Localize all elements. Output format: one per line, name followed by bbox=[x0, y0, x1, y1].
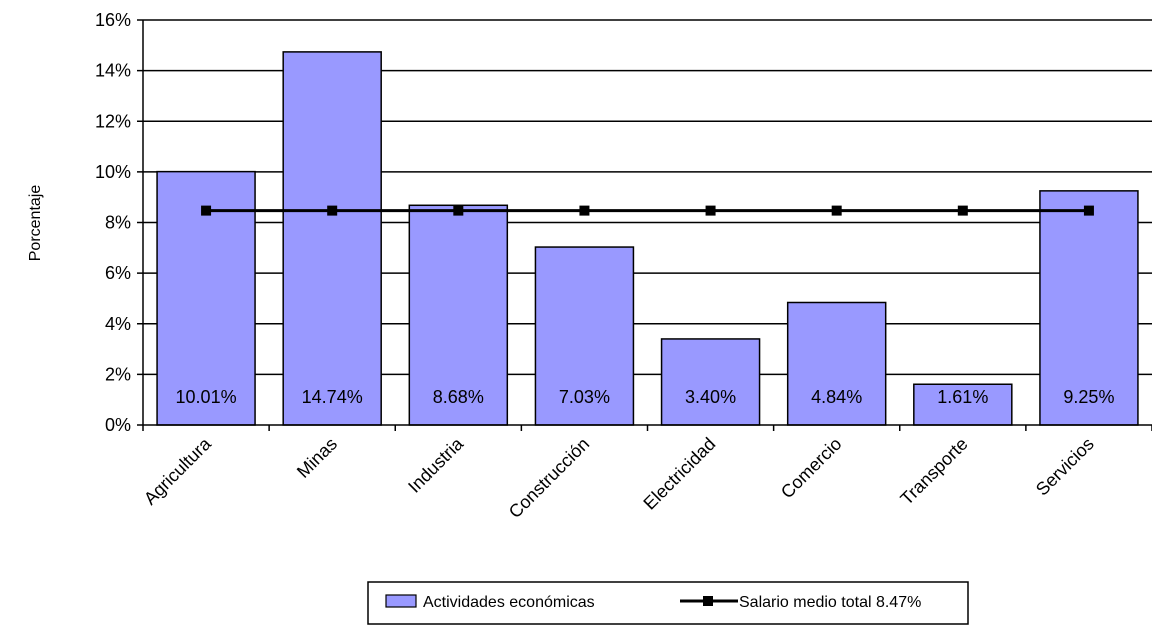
y-tick-label: 16% bbox=[95, 10, 131, 30]
x-tick-label: Transporte bbox=[896, 434, 971, 509]
x-tick-label: Servicios bbox=[1032, 434, 1098, 500]
data-label: 8.68% bbox=[433, 387, 484, 407]
y-tick-label: 14% bbox=[95, 61, 131, 81]
data-label: 4.84% bbox=[811, 387, 862, 407]
salary-line-marker bbox=[957, 205, 968, 216]
x-tick-label: Industria bbox=[404, 433, 468, 497]
y-tick-label: 2% bbox=[105, 364, 131, 384]
x-tick-label: Comercio bbox=[777, 434, 846, 503]
data-label: 3.40% bbox=[685, 387, 736, 407]
bar bbox=[913, 383, 1013, 426]
bar bbox=[786, 301, 887, 426]
y-tick-label: 8% bbox=[105, 213, 131, 233]
salary-line-marker bbox=[327, 205, 338, 216]
y-ticks: 0% 2% 4% 6% 8% 10% 12% 14% 16% bbox=[95, 10, 143, 435]
legend-box bbox=[367, 581, 969, 625]
legend-line-label: Salario medio total 8.47% bbox=[739, 594, 921, 611]
data-label: 9.25% bbox=[1063, 387, 1114, 407]
x-tick-label: Agricultura bbox=[140, 433, 216, 509]
data-label: 14.74% bbox=[302, 387, 363, 407]
salary-line-marker bbox=[579, 205, 590, 216]
legend-bar-label: Actividades económicas bbox=[423, 594, 595, 611]
salary-line-marker bbox=[831, 205, 842, 216]
y-axis-label: Porcentaje bbox=[27, 185, 44, 262]
data-label: 1.61% bbox=[937, 387, 988, 407]
data-label: 7.03% bbox=[559, 387, 610, 407]
bar bbox=[534, 246, 635, 426]
bar bbox=[282, 51, 382, 426]
x-tick-label: Construcción bbox=[505, 434, 593, 522]
bar bbox=[660, 338, 761, 426]
y-tick-label: 12% bbox=[95, 111, 131, 131]
legend-bar-swatch bbox=[385, 594, 417, 608]
bars bbox=[156, 51, 1139, 426]
legend: Actividades económicas Salario medio tot… bbox=[367, 581, 969, 625]
salary-line-marker bbox=[705, 205, 716, 216]
bar bbox=[408, 204, 509, 426]
x-tick-label: Electricidad bbox=[639, 434, 719, 514]
x-ticks: Agricultura Minas Industria Construcción Ele… bbox=[140, 425, 1152, 522]
data-labels: 10.01% 14.74% 8.68% 7.03% 3.40% 4.84% 1.61% 9.2… bbox=[176, 387, 1115, 407]
x-tick-label: Minas bbox=[293, 434, 341, 482]
y-tick-label: 0% bbox=[105, 415, 131, 435]
salary-line bbox=[201, 205, 1094, 216]
legend-line-marker bbox=[703, 596, 713, 606]
data-label: 10.01% bbox=[176, 387, 237, 407]
salary-line-marker bbox=[201, 205, 212, 216]
y-tick-label: 6% bbox=[105, 263, 131, 283]
salary-line-marker bbox=[453, 205, 464, 216]
y-tick-label: 10% bbox=[95, 162, 131, 182]
bar bbox=[1039, 190, 1139, 426]
y-tick-label: 4% bbox=[105, 314, 131, 334]
salary-line-marker bbox=[1083, 205, 1094, 216]
